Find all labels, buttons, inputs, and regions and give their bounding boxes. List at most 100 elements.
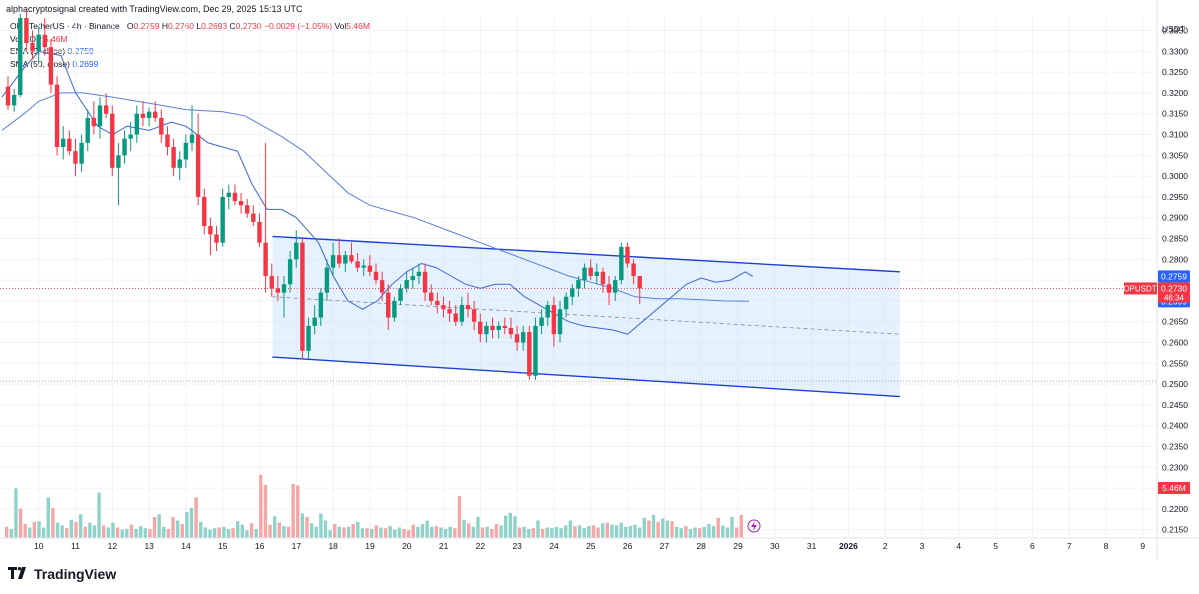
x-tick-label: 18 <box>328 541 338 551</box>
ema-9-line <box>1 50 753 335</box>
candle-body <box>410 275 415 281</box>
volume-bar <box>619 522 623 538</box>
volume-bar <box>610 524 614 538</box>
candle-body <box>337 255 342 264</box>
volume-bar <box>383 528 388 538</box>
volume-bar <box>591 525 596 538</box>
volume-bar <box>656 521 660 538</box>
x-tick-label: 7 <box>1067 541 1072 551</box>
volume-bar <box>148 528 152 538</box>
volume-bar <box>134 528 138 538</box>
legend-open: 0.2759 <box>133 21 160 31</box>
volume-bar <box>467 523 471 538</box>
candle-body <box>5 86 11 106</box>
legend-symbol[interactable]: OP / TetherUS · 4h · Binance <box>10 21 120 31</box>
volume-bar <box>277 522 281 538</box>
candle-body <box>588 267 593 276</box>
x-tick-label: 6 <box>1030 541 1035 551</box>
candle-body <box>42 34 47 48</box>
x-tick-label: 17 <box>292 541 302 551</box>
parallel-channel[interactable] <box>272 235 900 398</box>
volume-bar <box>439 527 443 538</box>
candle-body <box>257 221 262 243</box>
candle-body <box>422 271 428 293</box>
volume-bar <box>46 497 50 538</box>
tradingview-footer: TradingView <box>8 566 116 582</box>
volume-bar <box>582 528 586 538</box>
volume-bar <box>319 513 323 538</box>
volume-bar <box>162 526 166 538</box>
tradingview-brand: TradingView <box>34 566 117 582</box>
x-tick-label: 9 <box>1140 541 1145 551</box>
volume-bar <box>698 528 702 538</box>
volume-bar <box>665 520 670 538</box>
candle-body <box>613 280 618 293</box>
candle-body <box>576 280 581 289</box>
candle-body <box>582 267 587 281</box>
candle-body <box>18 18 23 96</box>
candle-body <box>54 84 60 148</box>
candle-body <box>392 300 397 318</box>
indicator-lines <box>1 50 753 335</box>
y-tick-label: 0.2950 <box>1162 192 1188 202</box>
candle-body <box>631 263 636 276</box>
volume-bar <box>517 527 522 538</box>
volume-bar <box>125 528 129 538</box>
legend-sma-row[interactable]: SMA (50, close) 0.2699 <box>10 58 370 71</box>
y-tick-label: 0.3300 <box>1162 46 1188 56</box>
x-tick-label: 14 <box>181 541 191 551</box>
volume-bar <box>129 524 134 538</box>
legend-open-label: O <box>126 21 134 31</box>
candle-body <box>245 205 250 214</box>
candle-body <box>263 242 268 276</box>
candle-body <box>48 47 54 85</box>
volume-bar <box>9 528 14 538</box>
volume-bar <box>272 516 277 538</box>
volume-bar <box>416 526 420 538</box>
lightning-icon[interactable] <box>747 519 761 533</box>
candle-body <box>153 111 158 118</box>
volume-bar <box>448 526 452 538</box>
volume-bar <box>328 530 332 538</box>
volume-bar <box>282 526 286 538</box>
time-axis[interactable]: 10 11 12 13 14 15 16 17 18 19 20 21 22 23 24 25 26 27 28 29… <box>0 537 1199 551</box>
volume-bar <box>513 516 517 538</box>
candle-body <box>619 246 624 281</box>
candle-body <box>97 105 103 127</box>
candle-body <box>361 265 366 268</box>
volume-bar <box>83 526 87 538</box>
candle-body <box>287 259 293 285</box>
candle-body <box>367 265 373 272</box>
candle-body <box>373 271 379 281</box>
candle-body <box>195 134 201 197</box>
volume-bar <box>346 526 351 538</box>
volume-bar <box>596 527 600 538</box>
volume-bar <box>564 525 568 538</box>
volume-label-text: 5.46M <box>1162 483 1186 493</box>
volume-bar <box>74 521 78 538</box>
candle-body <box>171 147 176 168</box>
candle-body <box>471 309 477 322</box>
volume-bar <box>633 524 637 538</box>
volume-bar <box>245 530 249 538</box>
volume-bar <box>291 484 295 538</box>
x-tick-label: 3 <box>920 541 925 551</box>
candle-body <box>429 292 434 301</box>
volume-bar <box>337 526 342 538</box>
legend-low: 0.2693 <box>201 21 228 31</box>
volume-bar <box>92 525 97 538</box>
volume-bar <box>425 520 429 538</box>
candle-body <box>208 226 213 235</box>
volume-bar <box>333 524 337 538</box>
candle-body <box>330 255 336 268</box>
volume-bar <box>236 521 240 538</box>
x-tick-label: 5 <box>993 541 998 551</box>
candle-body <box>306 325 311 351</box>
volume-bar <box>268 524 272 538</box>
candle-body <box>343 255 348 264</box>
volume-bar <box>212 528 217 538</box>
volume-bar <box>180 524 184 538</box>
volume-bar <box>231 528 235 538</box>
